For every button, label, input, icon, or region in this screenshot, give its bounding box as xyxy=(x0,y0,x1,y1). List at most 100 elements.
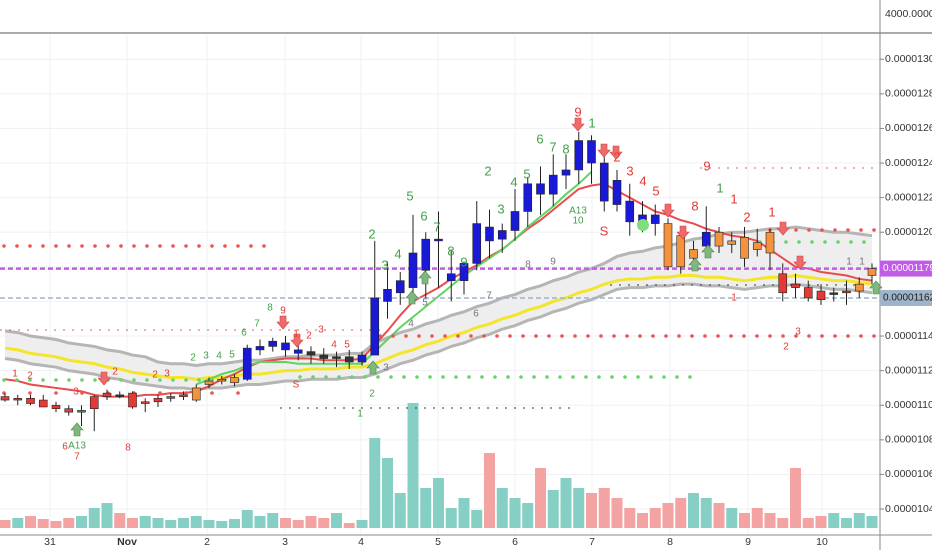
level-dot xyxy=(797,240,801,244)
candle-body xyxy=(128,392,137,408)
annotation: 9 xyxy=(280,306,286,317)
volume-bar xyxy=(828,513,840,528)
band-upper xyxy=(4,225,873,367)
annotation: 3 xyxy=(381,257,388,272)
level-dot xyxy=(28,391,32,395)
annotation: 3 xyxy=(203,351,209,362)
candle-body xyxy=(51,404,61,410)
volume-bar xyxy=(522,503,534,528)
candle-body xyxy=(153,398,163,403)
annotation: 8 xyxy=(447,243,454,258)
annotation: 1 xyxy=(859,257,865,268)
candle-body xyxy=(38,399,48,408)
volume-bar xyxy=(802,518,814,528)
candle-body xyxy=(191,387,201,401)
annotation: S xyxy=(600,223,609,238)
level-dot xyxy=(610,375,614,379)
annotation: 2 xyxy=(783,342,789,353)
level-dot xyxy=(662,375,666,379)
level-dot xyxy=(236,244,240,248)
level-dot xyxy=(249,244,253,248)
volume-bar xyxy=(790,468,801,528)
level-dot xyxy=(859,334,863,338)
level-dot xyxy=(688,375,692,379)
level-dot xyxy=(337,375,341,379)
buy-arrow xyxy=(688,257,702,272)
annotation: 3 xyxy=(626,163,633,178)
annotation: 5 xyxy=(406,188,413,203)
level-dot xyxy=(41,378,45,382)
candle-body xyxy=(714,231,724,247)
annotation: 3 xyxy=(318,325,324,336)
level-dot xyxy=(755,334,759,338)
level-dot xyxy=(623,375,627,379)
candle-body xyxy=(255,346,265,351)
annotation: 5 xyxy=(523,166,530,181)
level-dot xyxy=(558,375,562,379)
annotation: 2 xyxy=(27,371,33,382)
level-dot xyxy=(430,334,434,338)
annotation: A13 xyxy=(569,206,587,217)
volume-bar xyxy=(267,513,279,528)
level-dot xyxy=(823,240,827,244)
level-dot xyxy=(807,334,811,338)
volume-bar xyxy=(254,516,266,528)
level-dot xyxy=(417,334,421,338)
annotation: 1 xyxy=(357,409,363,420)
annotation: 2 xyxy=(368,226,375,241)
level-dot xyxy=(586,334,590,338)
volume-bar xyxy=(139,516,151,528)
candle-body xyxy=(230,377,239,384)
annotation: 8 xyxy=(125,443,131,454)
level-dot xyxy=(571,375,575,379)
volume-bar xyxy=(713,503,725,528)
level-dot xyxy=(547,334,551,338)
volume-bar xyxy=(649,508,661,528)
level-dot xyxy=(716,334,720,338)
level-dot xyxy=(145,378,149,382)
candle-body xyxy=(867,268,877,276)
candle-body xyxy=(599,162,609,202)
volume-bar xyxy=(586,493,597,528)
candle-body xyxy=(383,289,392,302)
candle-body xyxy=(332,356,341,359)
candle-body xyxy=(740,237,749,259)
level-dot xyxy=(649,375,653,379)
candle-body xyxy=(446,273,456,281)
sell-arrow xyxy=(676,225,690,240)
volume-bar xyxy=(407,403,419,528)
candle-body xyxy=(166,396,176,399)
annotation: 6 xyxy=(473,309,479,320)
level-dot xyxy=(833,228,837,232)
level-dot xyxy=(350,375,354,379)
level-dot xyxy=(454,375,458,379)
volume-bar xyxy=(598,488,610,528)
volume-bar xyxy=(688,493,699,528)
annotation: 6 xyxy=(241,328,247,339)
volume-bar xyxy=(305,516,317,528)
level-dot xyxy=(262,244,266,248)
candle-body xyxy=(0,396,10,401)
candle-body xyxy=(344,356,354,363)
candle-body xyxy=(102,392,112,397)
annotation: 4 xyxy=(331,340,337,351)
candle-body xyxy=(370,297,380,356)
level-dot xyxy=(2,378,6,382)
annotation: 3 xyxy=(383,363,389,374)
candle-body xyxy=(625,200,635,223)
level-dot xyxy=(703,334,707,338)
volume-bar xyxy=(241,510,253,528)
candle-body xyxy=(727,240,737,245)
level-dot xyxy=(197,244,201,248)
level-dot xyxy=(664,334,668,338)
price-label: 0.00001162 xyxy=(883,293,932,304)
candle-body xyxy=(293,349,303,354)
candle-body xyxy=(803,287,813,299)
annotation: 2 xyxy=(190,353,196,364)
volume-bar xyxy=(841,518,852,528)
